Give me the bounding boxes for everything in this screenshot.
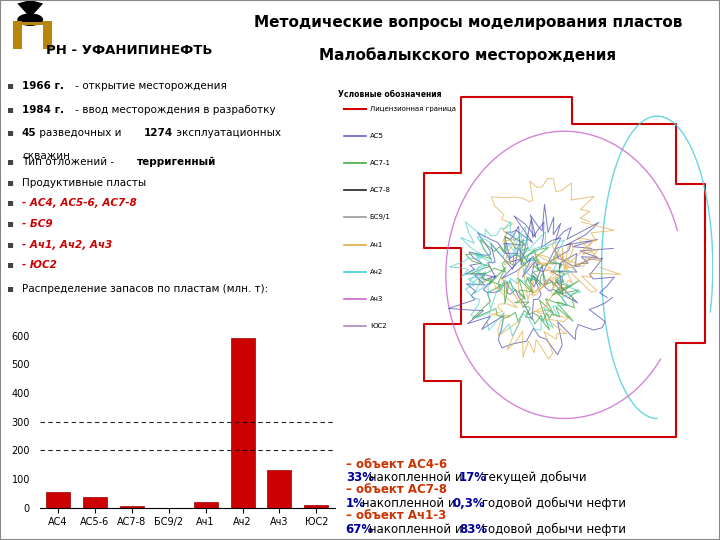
Text: – объект АС7-8: – объект АС7-8	[346, 483, 446, 496]
Text: - БС9: - БС9	[22, 219, 53, 229]
Text: 67%: 67%	[346, 523, 374, 536]
Text: Продуктивные пласты: Продуктивные пласты	[22, 178, 145, 187]
Text: 17%: 17%	[459, 471, 487, 484]
Text: ▪: ▪	[7, 105, 17, 114]
Bar	[230, 339, 255, 508]
Text: эксплуатационных: эксплуатационных	[173, 128, 281, 138]
Text: АС7-1: АС7-1	[370, 160, 391, 166]
Text: Ач3: Ач3	[370, 296, 383, 302]
Text: - Ач1, Ач2, Ач3: - Ач1, Ач2, Ач3	[22, 240, 112, 250]
Text: 1%: 1%	[346, 497, 366, 510]
Text: годовой добычи нефти: годовой добычи нефти	[478, 497, 626, 510]
Bar	[194, 502, 217, 508]
Text: 0,3%: 0,3%	[453, 497, 485, 510]
Text: ▪: ▪	[7, 285, 17, 294]
Text: БС9/1: БС9/1	[370, 214, 391, 220]
Bar	[83, 497, 107, 508]
Text: текущей добычи: текущей добычи	[478, 471, 587, 484]
Text: Ач1: Ач1	[370, 241, 383, 248]
Text: - ввод месторождения в разработку: - ввод месторождения в разработку	[72, 105, 276, 114]
Text: Тип отложений -: Тип отложений -	[22, 157, 117, 167]
Text: ▪: ▪	[7, 128, 17, 138]
Bar	[305, 505, 328, 508]
Text: Лицензионная граница: Лицензионная граница	[370, 105, 456, 112]
Bar	[120, 506, 144, 508]
Text: - АС4, АС5-6, АС7-8: - АС4, АС5-6, АС7-8	[22, 198, 136, 208]
Text: накопленной и: накопленной и	[359, 497, 459, 510]
Bar	[13, 21, 22, 49]
Text: ЮС2: ЮС2	[370, 323, 387, 329]
Text: 1984 г.: 1984 г.	[22, 105, 64, 114]
Text: 1274: 1274	[144, 128, 174, 138]
Bar	[13, 22, 52, 24]
Text: разведочных и: разведочных и	[36, 128, 125, 138]
Text: ▪: ▪	[7, 82, 17, 91]
Text: 45: 45	[22, 128, 36, 138]
Text: РН - УФАНИПИНЕФТЬ: РН - УФАНИПИНЕФТЬ	[46, 44, 213, 57]
Text: – объект АС4-6: – объект АС4-6	[346, 457, 447, 471]
Text: – объект Ач1-3: – объект Ач1-3	[346, 509, 446, 522]
Text: накопленной и: накопленной и	[364, 523, 466, 536]
Text: накопленной и: накопленной и	[364, 471, 466, 484]
Text: скважин: скважин	[22, 151, 70, 160]
Bar	[267, 470, 292, 508]
Text: АС5: АС5	[370, 133, 384, 139]
Text: ▪: ▪	[7, 240, 17, 250]
Text: Ач2: Ач2	[370, 269, 383, 275]
Text: 83%: 83%	[459, 523, 487, 536]
Text: - ЮС2: - ЮС2	[22, 260, 56, 271]
Text: ▪: ▪	[7, 178, 17, 187]
Text: АС7-8: АС7-8	[370, 187, 391, 193]
Text: ▪: ▪	[7, 260, 17, 271]
Bar	[46, 492, 70, 508]
Text: ▪: ▪	[7, 219, 17, 229]
Bar	[43, 21, 52, 49]
Text: годовой добычи нефти: годовой добычи нефти	[478, 523, 626, 536]
Polygon shape	[17, 0, 43, 17]
Text: Распределение запасов по пластам (млн. т):: Распределение запасов по пластам (млн. т…	[22, 285, 268, 294]
Text: 1966 г.: 1966 г.	[22, 82, 63, 91]
Text: Методические вопросы моделирования пластов: Методические вопросы моделирования пласт…	[254, 15, 682, 30]
Text: ▪: ▪	[7, 157, 17, 167]
Text: Условные обозначения: Условные обозначения	[338, 90, 442, 99]
Text: - открытие месторождения: - открытие месторождения	[72, 82, 227, 91]
Text: Малобалыкского месторождения: Малобалыкского месторождения	[320, 47, 616, 63]
Text: ▪: ▪	[7, 198, 17, 208]
Ellipse shape	[17, 14, 43, 26]
Text: терригенный: терригенный	[137, 157, 216, 167]
Text: 33%: 33%	[346, 471, 374, 484]
